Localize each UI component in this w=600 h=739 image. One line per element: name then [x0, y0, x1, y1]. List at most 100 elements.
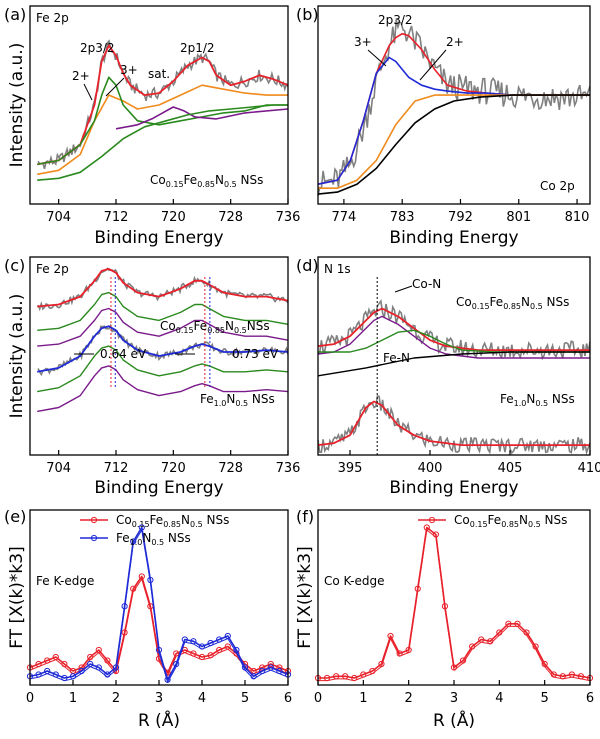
label-part-s2: 0.5	[151, 538, 164, 547]
data-point	[61, 674, 68, 682]
legend-marker	[90, 516, 98, 524]
data-point	[198, 653, 206, 661]
legend-label: Fe1.0N0.5 NSs	[116, 531, 191, 547]
label-part-s2: 0.5	[535, 399, 548, 408]
corner-label: Co K-edge	[324, 574, 384, 588]
data-point	[95, 664, 102, 671]
x-tick-label: 4	[198, 691, 206, 706]
x-tick-label: 6	[586, 691, 594, 706]
x-tick-label: 400	[418, 461, 443, 476]
data-point	[505, 620, 512, 627]
data-point	[69, 673, 77, 680]
series-line-fit	[318, 529, 591, 682]
panel-c: 704 712 720 728 736(c) Fe 2pCo0.15Fe0.85N0.5N…	[4, 256, 300, 498]
label-part-mid: Fe	[184, 173, 198, 187]
data-point	[396, 650, 403, 657]
label-part-end: NSs	[541, 513, 568, 527]
x-tick-label: 1	[359, 691, 367, 706]
data-point	[44, 667, 51, 675]
x-tick-label: 5	[241, 691, 249, 706]
x-tick-label: 774	[331, 210, 356, 225]
label-part-end: NSs	[548, 392, 575, 406]
data-point	[568, 671, 575, 678]
annotation-2plus: 2+	[72, 69, 90, 83]
label-part-base: Co	[456, 295, 472, 309]
data-point	[267, 664, 274, 671]
label-part-base: Co	[150, 173, 166, 187]
label-part-tail: N	[519, 513, 528, 527]
fit-component-bottom	[37, 345, 289, 393]
fit-background	[317, 351, 590, 377]
fit-envelope-red	[317, 32, 590, 185]
label-part-end: NSs	[543, 295, 570, 309]
fit-background-bottom	[37, 365, 289, 413]
data-point	[241, 664, 249, 671]
x-tick-label: 736	[276, 461, 301, 476]
label-part-tail: N	[225, 319, 234, 333]
x-tick-label: 0	[314, 691, 322, 706]
label-part-s1: 0.15	[176, 326, 194, 335]
annotation-arrow	[367, 49, 387, 67]
data-point	[61, 660, 68, 668]
corner-label: Fe 2p	[36, 11, 69, 25]
sample-label-top: Co0.15Fe0.85N0.5NSs	[160, 319, 270, 335]
data-point	[378, 660, 385, 668]
data-point	[190, 650, 197, 657]
x-tick-label: 395	[338, 461, 363, 476]
x-tick-label: 3	[450, 691, 458, 706]
label-part-s1: 1.0	[130, 538, 143, 547]
label-part-s3: 0.5	[530, 302, 543, 311]
data-point	[216, 636, 223, 643]
x-axis-title: Binding Energy	[94, 478, 223, 498]
x-tick-label: 720	[161, 210, 186, 225]
data-point	[181, 636, 188, 643]
label-part-end: NSs	[164, 531, 191, 545]
annotation-Co-N: Co-N	[412, 277, 441, 291]
raw-spectrum-top	[37, 267, 289, 312]
label-part-base: Fe	[200, 392, 214, 406]
panel-letter: (f)	[296, 507, 314, 526]
x-axis-title: Binding Energy	[389, 478, 518, 498]
data-point	[173, 660, 180, 668]
annotation-2plus: 2+	[446, 35, 464, 49]
fit-component-2+	[37, 76, 288, 166]
data-point	[173, 650, 180, 657]
data-point	[207, 652, 214, 659]
x-axis-title: R (Å)	[433, 709, 475, 731]
fit-fit-blue	[317, 56, 590, 185]
data-point	[441, 603, 449, 610]
data-point	[216, 646, 223, 654]
plot-frame	[29, 5, 289, 205]
label-part-s2: 0.85	[163, 520, 181, 529]
panel-d: 395 400 405 410(d) N 1sCo-NFe-NCo0.15Fe0.85N…	[296, 256, 600, 498]
data-point	[95, 646, 102, 654]
data-point	[138, 524, 145, 531]
data-point	[35, 671, 42, 678]
data-point	[104, 671, 111, 678]
data-point	[450, 664, 458, 671]
raw-spectrum	[317, 19, 591, 197]
annotation-sat: sat.	[148, 67, 170, 81]
data-point	[164, 676, 171, 683]
label-part-end: NSs	[247, 319, 270, 333]
data-point	[130, 585, 137, 592]
y-axis-title: FT [X(k)*k3]	[7, 546, 27, 648]
annotation-shift-2: 0.73 eV	[232, 347, 279, 361]
legend-label: Co0.15Fe0.85N0.5 NSs	[116, 513, 229, 529]
fit-Co-N-component	[318, 329, 590, 353]
panel-a: 704 712 720 728 736 (a) Fe 2p 2p3/2 2p1/2 2+ 3+ sat…	[4, 5, 300, 248]
data-point	[207, 639, 214, 647]
legend-marker	[428, 516, 436, 524]
panel-letter: (b)	[296, 5, 319, 24]
label-part-end: NSs	[237, 173, 264, 187]
x-axis-title: Binding Energy	[389, 228, 518, 248]
fit-envelope-bottom	[37, 325, 289, 373]
y-axis-title: FT [X(k)*k3]	[295, 546, 315, 648]
label-part-mid: N	[226, 392, 235, 406]
fit-background	[317, 94, 590, 195]
data-point	[414, 585, 421, 592]
sample-label-bottom: Fe1.0N0.5 NSs	[200, 392, 275, 408]
label-part-base: Co	[160, 319, 176, 333]
data-point	[514, 620, 521, 627]
